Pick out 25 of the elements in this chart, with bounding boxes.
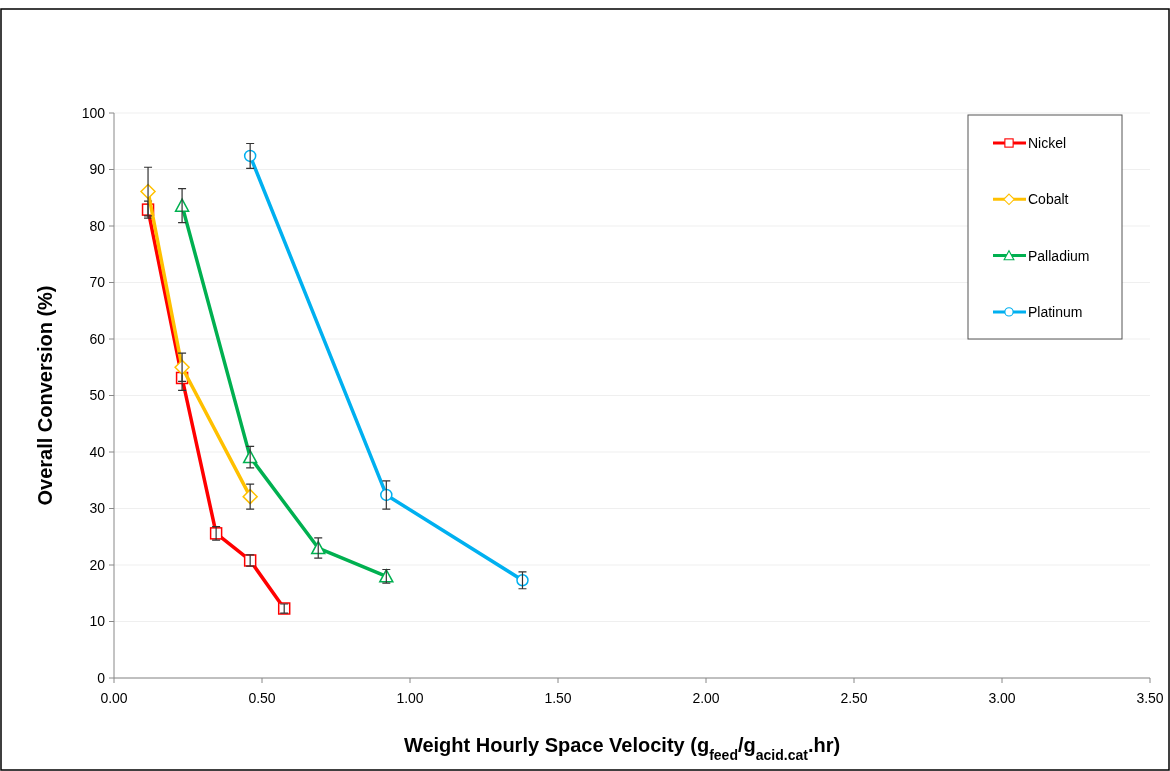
x-tick-label: 0.00 bbox=[100, 690, 128, 706]
legend-label: Palladium bbox=[1028, 247, 1090, 264]
y-tick-label: 80 bbox=[89, 217, 106, 234]
x-tick-label: 0.50 bbox=[248, 690, 276, 706]
y-tick-label: 10 bbox=[89, 613, 106, 630]
y-tick-label: 20 bbox=[89, 556, 106, 573]
legend-label: Platinum bbox=[1028, 303, 1083, 320]
legend-label: Nickel bbox=[1028, 134, 1067, 151]
y-tick-label: 40 bbox=[89, 443, 106, 460]
x-tick-label: 3.50 bbox=[1136, 690, 1164, 706]
y-tick-label: 60 bbox=[89, 330, 106, 347]
legend-label: Cobalt bbox=[1028, 191, 1069, 208]
y-axis-title: Overall Conversion (%) bbox=[34, 285, 56, 506]
x-tick-label: 3.00 bbox=[988, 690, 1016, 706]
y-tick-label: 30 bbox=[89, 500, 106, 517]
x-tick-label: 1.00 bbox=[396, 690, 424, 706]
y-tick-label: 90 bbox=[89, 161, 106, 178]
y-tick-label: 0 bbox=[97, 669, 106, 686]
y-tick-label: 70 bbox=[89, 274, 106, 291]
x-tick-label: 2.50 bbox=[840, 690, 868, 706]
y-tick-label: 50 bbox=[89, 387, 106, 404]
y-tick-label: 100 bbox=[81, 104, 106, 121]
x-tick-label: 1.50 bbox=[544, 690, 572, 706]
x-tick-label: 2.00 bbox=[692, 690, 720, 706]
x-axis-title: Weight Hourly Space Velocity (g$_{feed}$/g$_{acid.cat}$.hr) bbox=[403, 734, 841, 763]
